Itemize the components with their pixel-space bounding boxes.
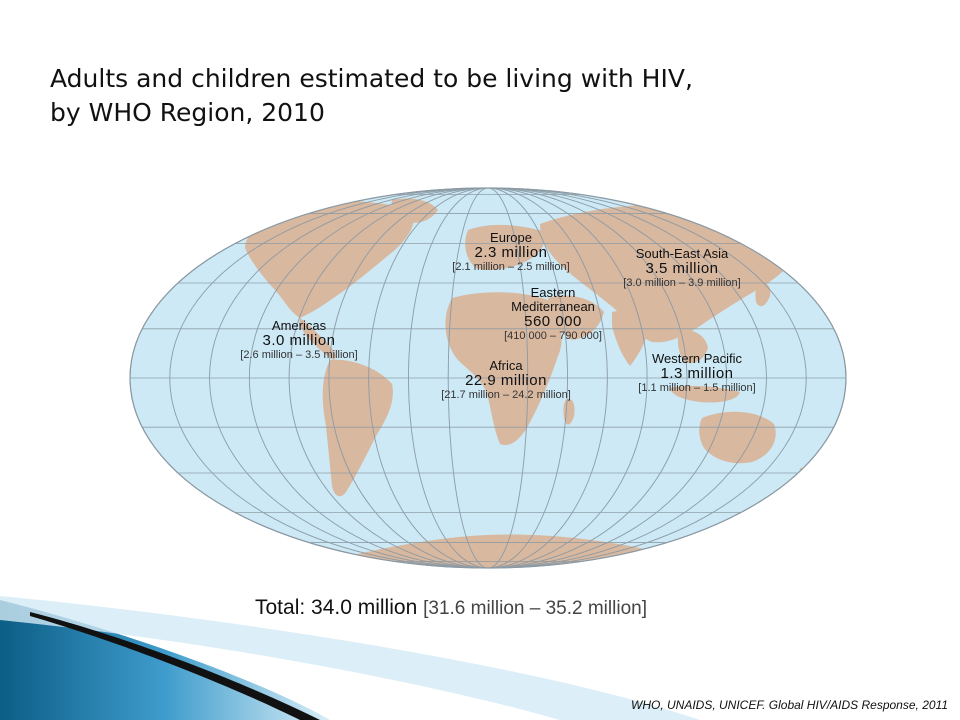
region-label-americas: Americas 3.0 million [2.6 million – 3.5 …	[240, 319, 357, 362]
land-indonesia	[670, 385, 740, 403]
land-north-america	[245, 200, 414, 318]
region-label-south-east-asia: South-East Asia 3.5 million [3.0 million…	[623, 247, 740, 290]
region-value: 2.3 million	[474, 244, 548, 261]
swoosh-light-band	[0, 596, 700, 720]
region-range: [2.1 million – 2.5 million]	[452, 261, 570, 273]
region-name: Americas	[271, 318, 327, 333]
title-line-2: by WHO Region, 2010	[50, 98, 325, 127]
region-name: Western Pacific	[651, 351, 743, 366]
land-europe	[465, 224, 546, 271]
region-label-eastern-mediterranean: Eastern Mediterranean 560 000 [410 000 –…	[504, 286, 602, 343]
region-label-western-pacific: Western Pacific 1.3 million [1.1 million…	[638, 352, 755, 395]
region-range: [1.1 million – 1.5 million]	[638, 382, 756, 394]
land-greenland	[391, 198, 438, 223]
swoosh-black-line	[30, 612, 320, 720]
region-label-africa: Africa 22.9 million [21.7 million – 24.2…	[441, 359, 571, 402]
land-south-america	[322, 359, 393, 497]
region-value: 3.0 million	[262, 332, 336, 349]
region-name-line-1: Eastern	[530, 285, 576, 300]
globe-outline	[129, 187, 847, 569]
land-japan	[755, 283, 771, 307]
region-name: Europe	[490, 230, 532, 245]
region-range: [2.6 million – 3.5 million]	[240, 349, 358, 361]
source-citation: WHO, UNAIDS, UNICEF. Global HIV/AIDS Res…	[631, 698, 948, 712]
land-africa	[445, 292, 562, 446]
region-name: South-East Asia	[635, 246, 729, 261]
region-value: 1.3 million	[660, 365, 734, 382]
total-estimate: Total: 34.0 million [31.6 million – 35.2…	[255, 596, 647, 620]
region-value: 560 000	[524, 313, 582, 330]
region-label-europe: Europe 2.3 million [2.1 million – 2.5 mi…	[452, 231, 569, 274]
region-range: [21.7 million – 24.2 million]	[441, 389, 571, 401]
region-value: 3.5 million	[645, 260, 719, 277]
graticule-grid	[130, 188, 846, 568]
total-range: [31.6 million – 35.2 million]	[423, 598, 647, 619]
land-madagascar	[563, 398, 575, 425]
region-range: [3.0 million – 3.9 million]	[623, 277, 741, 289]
total-label: Total: 34.0 million	[255, 596, 418, 619]
land-australia	[699, 411, 776, 464]
region-range: [410 000 – 790 000]	[504, 330, 602, 342]
slide-title: Adults and children estimated to be livi…	[50, 62, 693, 130]
title-line-1: Adults and children estimated to be livi…	[50, 64, 693, 93]
region-name: Africa	[489, 358, 523, 373]
region-name-line-2: Mediterranean	[511, 299, 595, 314]
region-value: 22.9 million	[465, 372, 547, 389]
